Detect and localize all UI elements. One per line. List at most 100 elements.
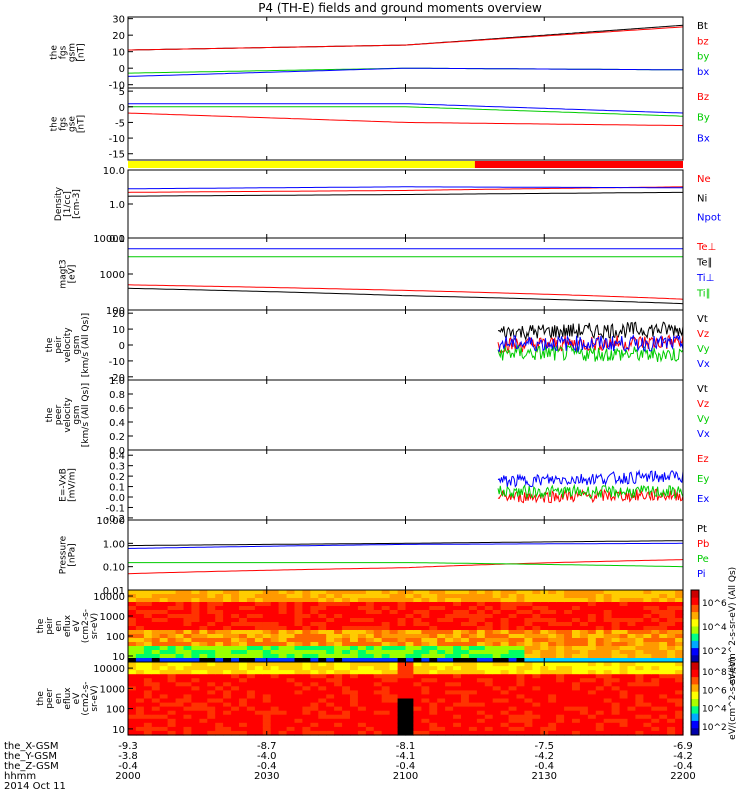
spectro-cell xyxy=(429,618,438,623)
spectro-cell xyxy=(223,602,232,607)
spectro-cell xyxy=(326,682,335,687)
spectro-cell xyxy=(143,590,153,595)
spectro-cell xyxy=(429,614,438,619)
spectro-cell xyxy=(350,626,359,631)
spectro-cell xyxy=(294,698,303,704)
spectro-cell xyxy=(627,730,636,736)
spectro-cell xyxy=(468,642,478,647)
spectro-cell xyxy=(643,730,652,736)
y-tick-label: -10 xyxy=(109,81,125,92)
xaxis-row-label-1: the_Y-GSM xyxy=(4,751,57,762)
spectro-cell xyxy=(334,618,343,623)
spectro-cell xyxy=(310,610,319,615)
spectro-cell xyxy=(175,726,185,732)
spectro-cell xyxy=(183,722,192,728)
spectro-cell xyxy=(231,654,240,659)
spectro-cell xyxy=(199,686,208,691)
spectro-cell xyxy=(619,682,629,687)
spectro-cell xyxy=(413,730,422,736)
spectro-cell xyxy=(603,722,613,728)
spectro-cell xyxy=(667,670,676,675)
spectro-cell xyxy=(540,710,549,716)
spectro-cell xyxy=(389,730,399,736)
spectro-cell xyxy=(611,706,621,712)
spectro-cell xyxy=(223,714,232,720)
spectro-cell xyxy=(643,710,652,716)
spectro-cell xyxy=(151,642,161,647)
spectro-cell xyxy=(603,678,613,683)
spectro-cell xyxy=(508,622,518,627)
spectro-cell xyxy=(286,670,296,675)
spectro-cell xyxy=(350,682,359,687)
spectro-cell xyxy=(357,714,367,720)
spectro-cell xyxy=(167,698,177,704)
xaxis-row-value: -4.2 xyxy=(534,751,554,762)
spectro-cell xyxy=(595,710,605,716)
spectro-cell xyxy=(334,678,343,683)
spectro-cell xyxy=(334,638,343,643)
spectro-cell xyxy=(159,626,169,631)
spectro-cell xyxy=(635,618,644,623)
spectro-cell xyxy=(413,590,422,595)
spectro-cell xyxy=(611,618,621,623)
spectro-cell xyxy=(254,602,264,607)
series-p2-1 xyxy=(128,106,684,117)
spectro-cell xyxy=(437,634,446,639)
spectro-cell xyxy=(524,726,533,732)
spectro-cell xyxy=(421,670,430,675)
spectro-cell xyxy=(262,606,272,611)
spectro-cell xyxy=(667,602,676,607)
spectro-cell xyxy=(365,598,375,603)
legend-p7-1: Ey xyxy=(697,474,709,485)
spectro-cell xyxy=(429,670,438,675)
spectro-cell xyxy=(246,610,256,615)
spectro-cell xyxy=(445,594,454,599)
spectro-cell xyxy=(239,622,248,627)
spectro-cell xyxy=(270,682,280,687)
spectro-cell xyxy=(199,698,208,704)
spectro-cell xyxy=(587,594,597,599)
spectro-cell xyxy=(579,702,589,708)
spectro-cell xyxy=(381,694,391,700)
spectro-cell xyxy=(429,626,438,631)
xaxis-row-label-3: hhmm xyxy=(4,771,36,782)
spectro-cell xyxy=(397,702,407,708)
spectro-cell xyxy=(310,726,319,732)
spectro-cell xyxy=(445,666,454,671)
spectro-cell xyxy=(540,678,549,683)
spectro-cell xyxy=(151,622,161,627)
spectro-cell xyxy=(357,630,367,635)
spectro-cell xyxy=(643,630,652,635)
spectro-cell xyxy=(246,602,256,607)
spectro-cell xyxy=(278,702,288,708)
spectro-cell xyxy=(453,610,462,615)
spectro-cell xyxy=(278,666,288,671)
spectro-cell xyxy=(135,670,145,675)
spectro-cell xyxy=(357,618,367,623)
colorbar-cell xyxy=(691,618,699,627)
spectro-cell xyxy=(492,606,502,611)
spectro-cell xyxy=(595,650,605,655)
spectro-cell xyxy=(350,642,359,647)
spectro-cell xyxy=(643,646,652,651)
spectro-cell xyxy=(183,690,192,696)
spectro-cell xyxy=(643,654,652,659)
spectro-cell xyxy=(302,662,311,667)
spectro-cell xyxy=(587,710,597,716)
spectro-cell xyxy=(143,654,153,659)
spectro-cell xyxy=(548,654,557,659)
spectro-cell xyxy=(183,718,192,724)
spectro-cell xyxy=(524,670,533,675)
spectro-cell xyxy=(445,714,454,720)
spectro-cell xyxy=(445,730,454,736)
spectro-cell xyxy=(476,726,486,732)
spectro-cell xyxy=(278,670,288,675)
spectro-cell xyxy=(635,650,644,655)
spectro-cell xyxy=(405,666,414,671)
spectro-cell xyxy=(159,710,169,716)
spectro-cell xyxy=(278,658,288,663)
spectro-cell xyxy=(643,678,652,683)
spectro-cell xyxy=(667,698,676,704)
spectro-cell xyxy=(207,730,216,736)
spectro-cell xyxy=(587,690,597,696)
